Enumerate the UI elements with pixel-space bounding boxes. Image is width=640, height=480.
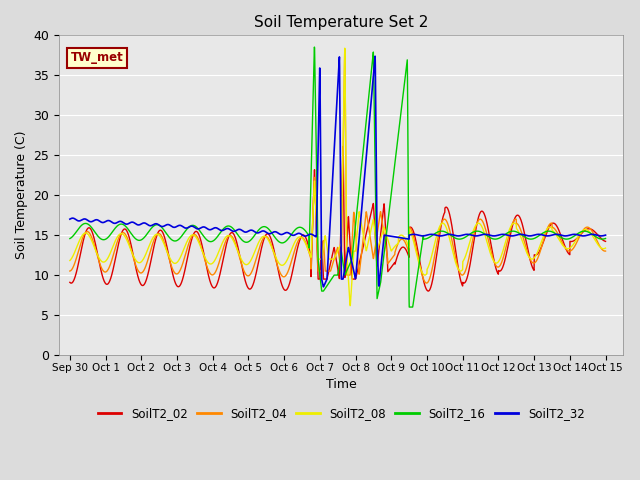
SoilT2_08 <box>341 45 349 51</box>
SoilT2_04 <box>159 236 166 241</box>
SoilT2_16 <box>602 236 609 241</box>
SoilT2_04 <box>602 248 609 254</box>
SoilT2_04 <box>271 255 279 261</box>
SoilT2_08 <box>159 238 166 244</box>
Title: Soil Temperature Set 2: Soil Temperature Set 2 <box>254 15 428 30</box>
X-axis label: Time: Time <box>326 378 356 391</box>
SoilT2_02 <box>424 288 432 294</box>
SoilT2_08 <box>602 245 609 251</box>
Line: SoilT2_16: SoilT2_16 <box>70 47 605 307</box>
Text: TW_met: TW_met <box>70 51 123 64</box>
SoilT2_02 <box>294 241 302 247</box>
SoilT2_02 <box>66 279 74 285</box>
SoilT2_08 <box>346 303 354 309</box>
SoilT2_08 <box>127 247 135 253</box>
SoilT2_08 <box>591 238 599 243</box>
SoilT2_08 <box>271 253 279 259</box>
SoilT2_02 <box>591 229 599 235</box>
SoilT2_08 <box>66 258 74 264</box>
SoilT2_32 <box>534 231 541 237</box>
SoilT2_08 <box>534 249 541 255</box>
SoilT2_04 <box>534 255 541 261</box>
SoilT2_32 <box>371 53 379 59</box>
SoilT2_02 <box>534 251 541 257</box>
SoilT2_02 <box>339 144 347 149</box>
SoilT2_04 <box>66 268 74 274</box>
SoilT2_16 <box>294 225 302 230</box>
SoilT2_32 <box>591 232 599 238</box>
SoilT2_16 <box>405 304 413 310</box>
SoilT2_16 <box>271 235 279 240</box>
SoilT2_02 <box>602 239 609 244</box>
SoilT2_08 <box>294 234 302 240</box>
SoilT2_32 <box>66 216 74 222</box>
Line: SoilT2_32: SoilT2_32 <box>70 56 605 287</box>
SoilT2_04 <box>294 237 302 243</box>
Line: SoilT2_08: SoilT2_08 <box>70 48 605 306</box>
SoilT2_32 <box>159 224 166 229</box>
SoilT2_02 <box>127 241 135 247</box>
SoilT2_32 <box>271 229 279 235</box>
Line: SoilT2_04: SoilT2_04 <box>70 49 605 283</box>
Y-axis label: Soil Temperature (C): Soil Temperature (C) <box>15 131 28 259</box>
Line: SoilT2_02: SoilT2_02 <box>70 146 605 291</box>
SoilT2_02 <box>159 229 166 235</box>
SoilT2_04 <box>422 280 430 286</box>
Legend: SoilT2_02, SoilT2_04, SoilT2_08, SoilT2_16, SoilT2_32: SoilT2_02, SoilT2_04, SoilT2_08, SoilT2_… <box>93 402 589 425</box>
SoilT2_16 <box>534 234 541 240</box>
SoilT2_16 <box>591 234 599 240</box>
SoilT2_02 <box>271 253 279 259</box>
SoilT2_16 <box>159 226 166 231</box>
SoilT2_04 <box>591 234 599 240</box>
SoilT2_32 <box>294 230 302 236</box>
SoilT2_04 <box>127 246 135 252</box>
SoilT2_16 <box>127 230 135 236</box>
SoilT2_16 <box>66 236 74 241</box>
SoilT2_32 <box>319 284 327 290</box>
SoilT2_32 <box>602 232 609 238</box>
SoilT2_04 <box>341 46 349 52</box>
SoilT2_32 <box>127 219 135 225</box>
SoilT2_16 <box>310 44 318 50</box>
